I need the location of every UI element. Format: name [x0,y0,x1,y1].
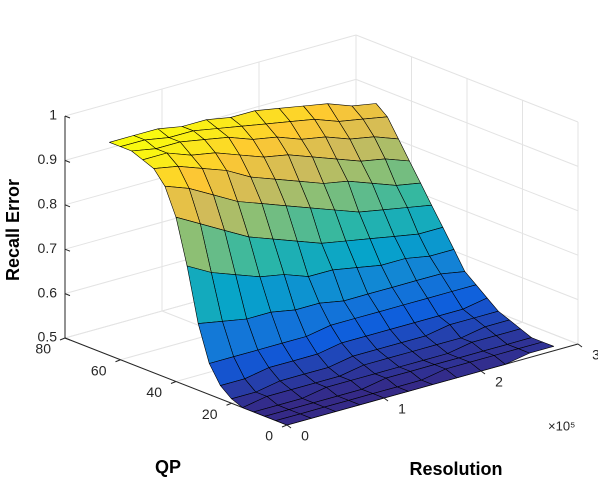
surface-face [275,413,312,426]
y-tick-label: 80 [35,341,51,357]
x-tick-mark [383,397,389,402]
x-tick-label: 3 [592,347,598,363]
y-tick-label: 60 [91,362,107,378]
z-tick-mark [64,248,71,252]
x-tick-mark [480,370,486,375]
x-tick-label: 2 [495,374,503,390]
z-tick-label: 1 [49,107,57,123]
side-wall-grid-line [355,78,579,167]
y-tick-label: 40 [146,384,162,400]
z-tick-label: 0.6 [38,284,58,300]
x-tick-mark [286,424,292,429]
x-tick-mark [577,343,583,348]
z-tick-mark [64,204,71,208]
x-tick-label: 0 [301,428,309,444]
labels: Recall Error QP Resolution ×10⁵ 0 1 2 3 0 20 4… [3,107,598,479]
z-axis-title: Recall Error [3,179,23,281]
surface [109,103,555,426]
y-tick-mark [170,381,177,384]
y-tick-mark [226,402,232,406]
x-multiplier: ×10⁵ [548,418,575,433]
y-tick-label: 0 [265,428,273,444]
z-tick-mark [64,159,71,163]
y-tick-mark [281,424,288,428]
y-tick-mark [115,359,121,363]
x-tick-label: 1 [398,401,406,417]
z-tick-label: 0.9 [38,151,58,167]
z-tick-mark [64,293,71,297]
y-axis-title: QP [155,457,181,477]
y-tick-label: 20 [202,406,218,422]
z-tick-label: 0.5 [38,329,58,345]
y-tick-mark [59,337,66,341]
side-wall-grid-line [355,34,579,123]
z-tick-label: 0.7 [38,240,58,256]
z-tick-label: 0.8 [38,196,58,212]
back-wall-grid-line [64,34,357,117]
z-tick-mark [64,337,71,341]
x-axis-title: Resolution [410,459,503,479]
z-tick-mark [64,115,71,119]
